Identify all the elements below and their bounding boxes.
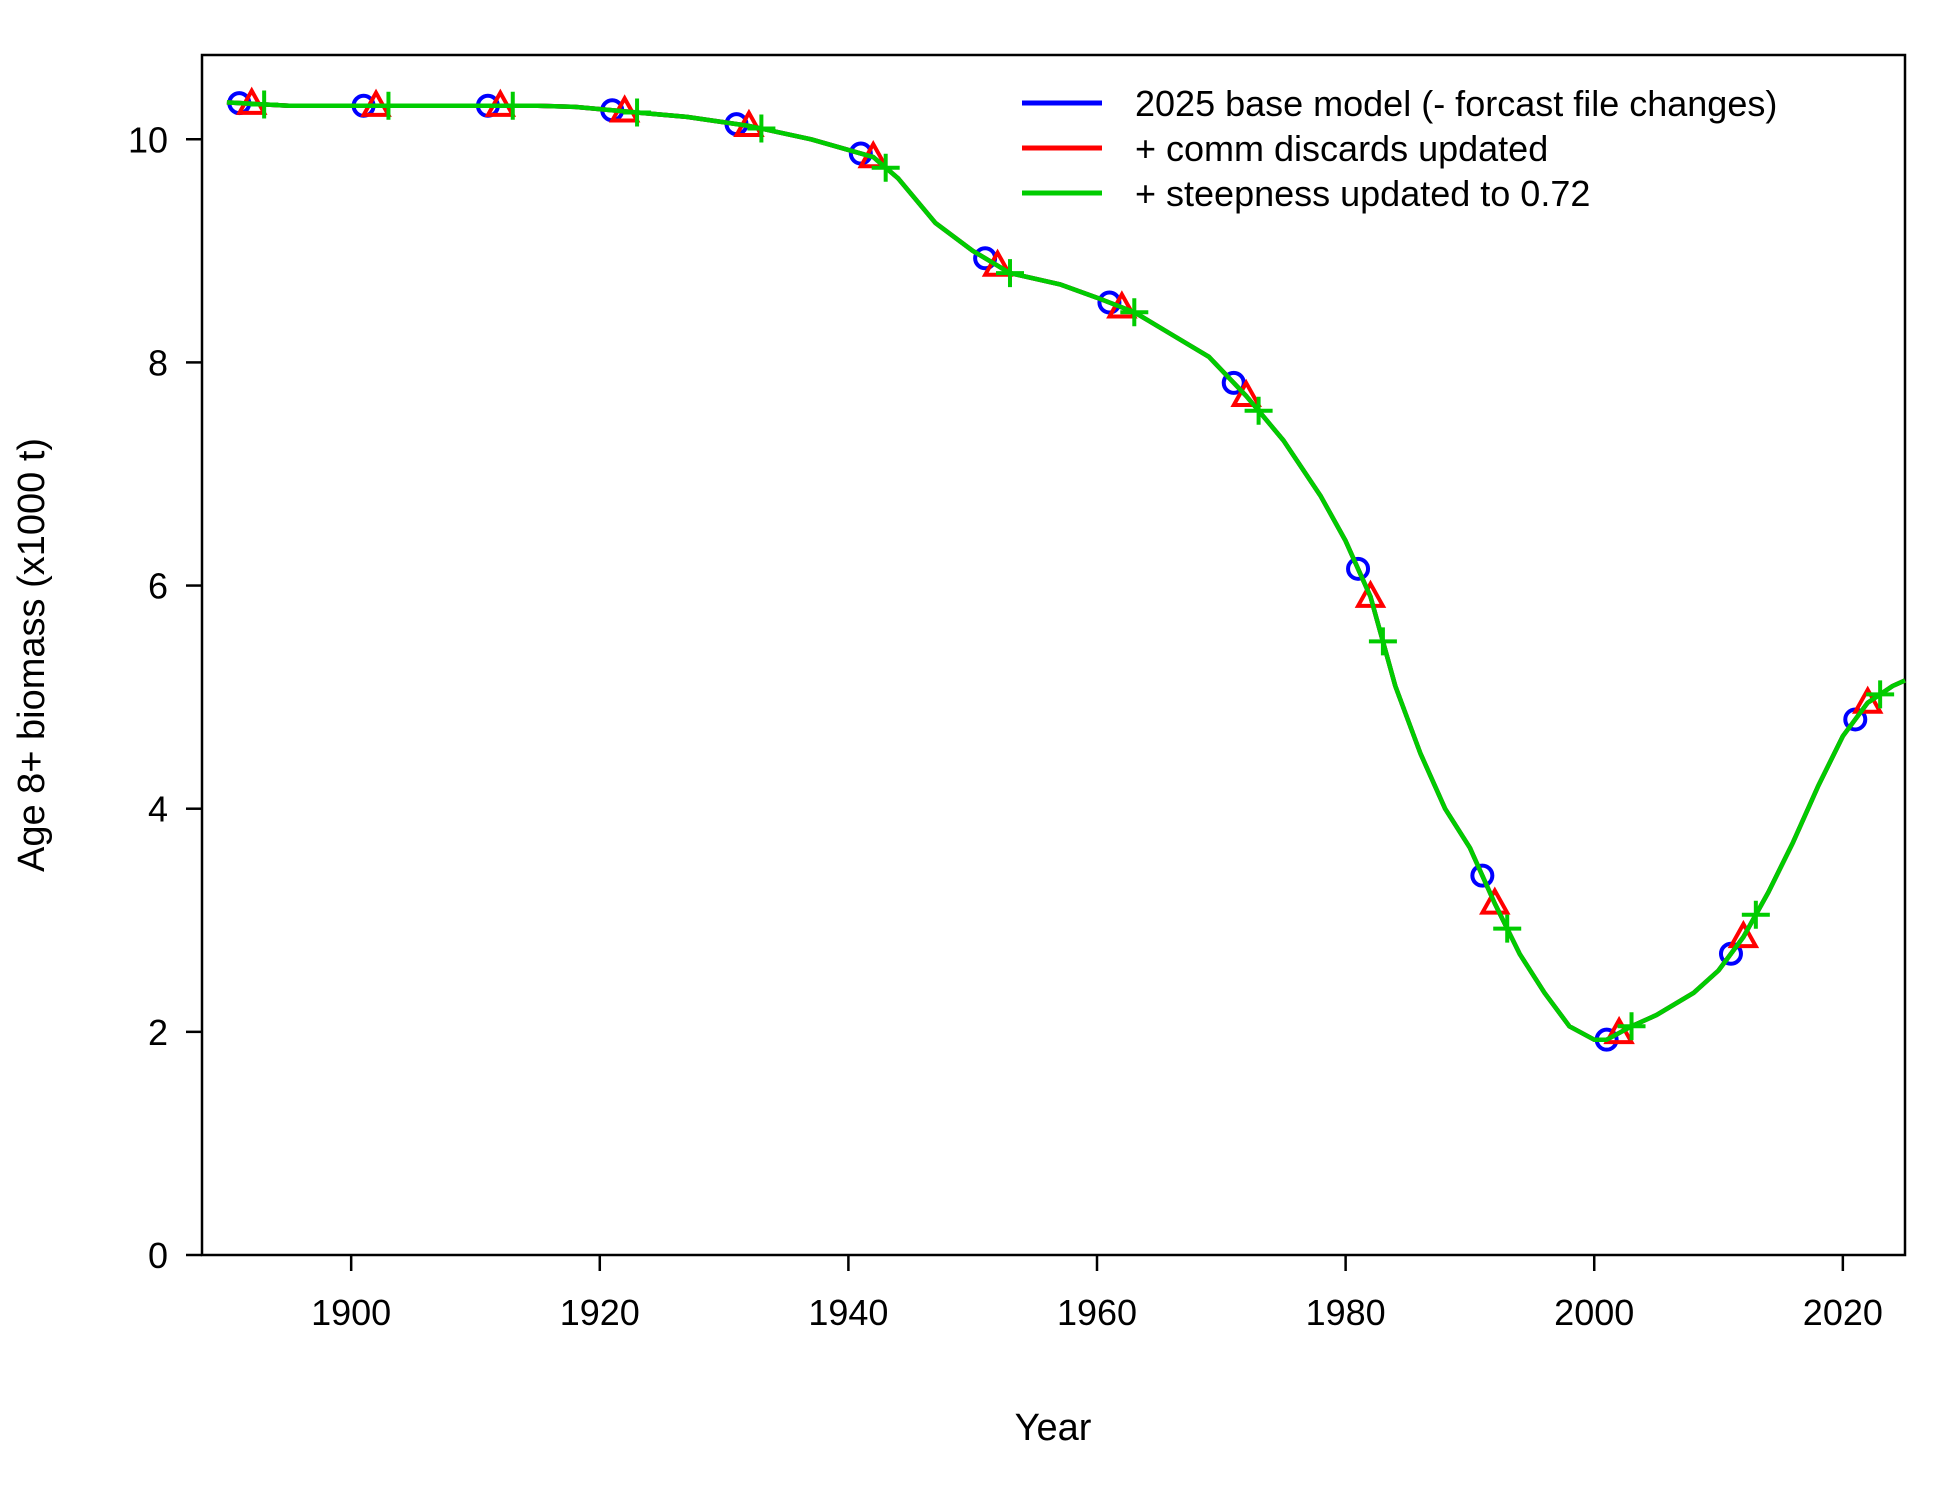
plus-marker [747,114,776,143]
x-tick-label: 1920 [560,1292,640,1333]
plus-marker [250,90,279,119]
plus-marker [1741,900,1770,929]
x-axis: 1900 1920 1940 1960 1980 2000 2020 [311,1255,1883,1333]
series-3 [226,90,1906,1042]
circle-marker [1470,863,1495,888]
series-line [226,100,1906,1042]
x-tick-label: 1900 [311,1292,391,1333]
y-tick-label: 0 [148,1235,168,1276]
series-layer [226,86,1906,1052]
x-tick-label: 1960 [1057,1292,1137,1333]
series-1 [226,91,1906,1052]
y-axis: 0 2 4 6 8 10 [128,119,202,1276]
y-tick-label: 10 [128,119,168,160]
triangle-marker [1230,378,1262,407]
triangle-marker [1727,919,1760,949]
plot-frame [200,53,1907,1257]
plus-marker [1120,298,1149,327]
x-tick-label: 1940 [808,1292,888,1333]
x-tick-label: 2020 [1803,1292,1883,1333]
legend-label: + steepness updated to 0.72 [1135,173,1590,214]
plus-marker [1866,680,1895,709]
plus-marker [623,98,652,127]
circle-marker [1221,370,1246,395]
plus-marker [1493,914,1522,943]
y-tick-label: 2 [148,1012,168,1053]
x-tick-label: 2000 [1554,1292,1634,1333]
y-tick-label: 6 [148,566,168,607]
plus-marker [995,259,1024,288]
plus-marker [498,91,527,120]
x-axis-label: Year [1015,1407,1092,1449]
circle-marker [1346,556,1371,581]
plus-marker [1617,1012,1646,1041]
plus-marker [374,91,403,120]
triangle-marker [1479,886,1511,915]
plus-marker [1244,396,1273,425]
series-line [226,100,1906,1042]
legend-label: + comm discards updated [1135,128,1548,169]
series-2 [226,86,1906,1045]
plus-marker [871,153,900,182]
y-tick-label: 4 [148,789,168,830]
y-tick-label: 8 [148,342,168,383]
legend-label: 2025 base model (- forcast file changes) [1135,83,1777,124]
plus-marker [1368,627,1397,656]
x-tick-label: 1980 [1306,1292,1386,1333]
triangle-marker [1354,579,1387,608]
legend: 2025 base model (- forcast file changes)… [1022,83,1777,214]
series-line [226,100,1906,1042]
y-axis-label: Age 8+ biomass (x1000 t) [11,438,53,872]
